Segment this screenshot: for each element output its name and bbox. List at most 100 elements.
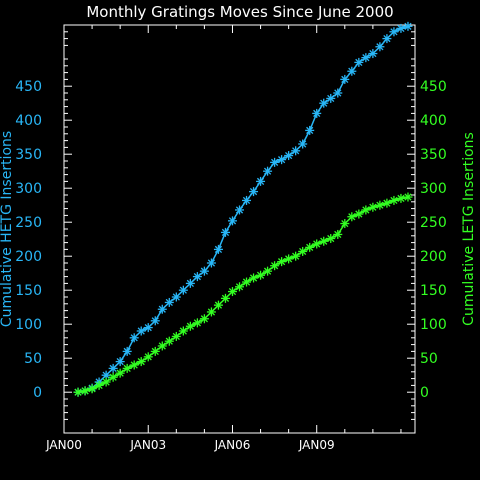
data-point-hetg <box>220 227 230 237</box>
data-point-letg <box>249 273 259 283</box>
data-point-hetg <box>157 304 167 314</box>
y-tick-label-left: 100 <box>15 317 42 333</box>
data-point-hetg <box>178 285 188 295</box>
data-point-hetg <box>382 34 392 44</box>
data-point-letg <box>382 198 392 208</box>
y-tick-label-right: 400 <box>420 113 447 129</box>
data-point-hetg <box>206 258 216 268</box>
data-point-letg <box>220 293 230 303</box>
data-point-letg <box>235 282 244 292</box>
data-point-hetg <box>150 316 160 326</box>
y-tick-label-right: 100 <box>420 317 447 333</box>
data-point-hetg <box>136 326 146 336</box>
data-point-letg <box>108 372 118 382</box>
data-point-letg <box>157 341 167 351</box>
data-point-hetg <box>143 323 153 333</box>
data-point-letg <box>171 331 181 341</box>
data-point-hetg <box>164 297 174 307</box>
data-point-letg <box>185 321 195 331</box>
y-tick-label-left: 150 <box>15 283 42 299</box>
data-point-hetg <box>263 166 273 176</box>
data-point-hetg <box>242 195 252 205</box>
data-point-letg <box>263 266 273 276</box>
data-point-letg <box>122 363 132 373</box>
data-point-letg <box>298 246 308 256</box>
y-tick-label-left: 50 <box>24 351 42 367</box>
data-point-letg <box>143 352 153 362</box>
data-point-letg <box>80 386 90 396</box>
y-tick-label-right: 50 <box>420 351 438 367</box>
data-point-hetg <box>361 53 371 63</box>
data-point-letg <box>73 387 83 397</box>
data-point-letg <box>115 368 125 378</box>
data-point-letg <box>164 336 174 346</box>
data-point-hetg <box>199 266 209 276</box>
data-point-letg <box>326 234 336 244</box>
data-point-hetg <box>298 139 308 149</box>
series-layer <box>73 21 413 397</box>
x-tick-label: JAN03 <box>129 438 166 452</box>
y-axis-label-left: Cumulative HETG Insertions <box>0 131 15 327</box>
data-point-letg <box>206 307 216 317</box>
data-point-hetg <box>270 157 280 167</box>
data-point-letg <box>291 251 301 261</box>
data-point-letg <box>375 200 385 210</box>
data-point-hetg <box>227 216 237 226</box>
data-point-letg <box>319 236 329 246</box>
data-point-letg <box>101 377 111 387</box>
data-point-hetg <box>326 93 336 103</box>
data-point-letg <box>136 357 146 367</box>
data-point-letg <box>192 318 202 328</box>
y-tick-label-right: 350 <box>420 147 447 163</box>
data-point-hetg <box>129 333 139 343</box>
data-point-hetg <box>305 125 315 135</box>
y-tick-label-left: 350 <box>15 147 42 163</box>
data-point-letg <box>396 193 406 203</box>
data-point-letg <box>403 192 413 202</box>
y-tick-label-right: 250 <box>420 215 447 231</box>
data-point-hetg <box>284 151 294 161</box>
data-point-hetg <box>213 244 223 254</box>
data-point-hetg <box>354 57 364 67</box>
data-point-hetg <box>256 176 266 186</box>
data-point-letg <box>150 346 160 356</box>
data-point-hetg <box>249 187 259 197</box>
data-point-hetg <box>277 155 287 165</box>
data-point-hetg <box>340 74 350 84</box>
data-point-letg <box>361 205 371 215</box>
data-point-hetg <box>291 146 301 156</box>
y-tick-label-left: 450 <box>15 79 42 95</box>
data-point-letg <box>227 287 237 297</box>
y-tick-label-right: 150 <box>420 283 447 299</box>
data-point-letg <box>347 212 357 222</box>
data-point-letg <box>256 270 266 280</box>
data-point-letg <box>242 277 252 287</box>
data-point-hetg <box>389 27 399 37</box>
x-tick-label: JAN00 <box>45 438 82 452</box>
data-point-hetg <box>403 21 413 31</box>
data-point-hetg <box>171 292 181 302</box>
y-tick-label-left: 400 <box>15 113 42 129</box>
data-point-letg <box>333 229 343 239</box>
data-point-hetg <box>185 278 195 288</box>
data-point-letg <box>129 360 139 370</box>
y-tick-label-right: 0 <box>420 385 429 401</box>
y-tick-label-left: 0 <box>33 385 42 401</box>
y-tick-label-right: 450 <box>420 79 447 95</box>
data-point-letg <box>270 261 280 271</box>
chart-title: Monthly Gratings Moves Since June 2000 <box>86 3 393 21</box>
data-point-letg <box>368 202 378 212</box>
y-axis-label-right: Cumulative LETG Insertions <box>461 132 477 326</box>
data-point-hetg <box>312 108 322 118</box>
data-point-letg <box>213 300 223 310</box>
data-point-hetg <box>368 49 378 59</box>
data-point-letg <box>178 326 188 336</box>
data-point-hetg <box>192 272 202 282</box>
data-point-hetg <box>375 42 385 52</box>
y-tick-label-left: 300 <box>15 181 42 197</box>
x-tick-label: JAN09 <box>298 438 335 452</box>
data-point-letg <box>312 239 322 249</box>
y-tick-label-left: 200 <box>15 249 42 265</box>
